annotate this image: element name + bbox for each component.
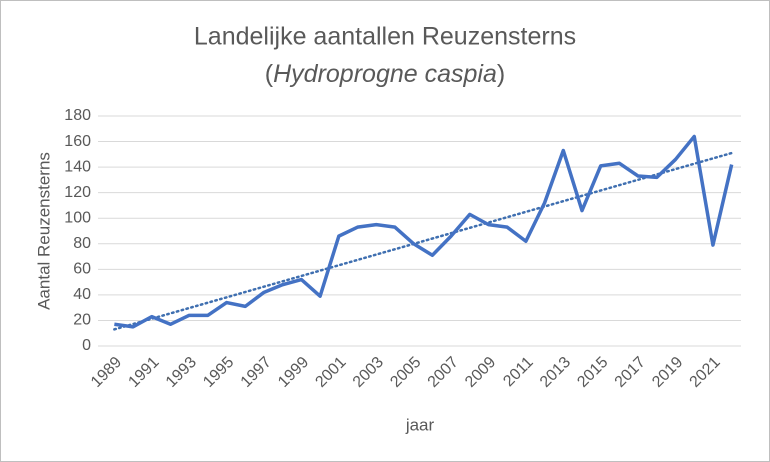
chart-title: Landelijke aantallen Reuzensterns	[194, 23, 576, 51]
y-tick-label: 100	[64, 209, 91, 226]
subtitle-part: (	[265, 60, 274, 88]
y-tick-label: 180	[64, 107, 91, 124]
y-tick-label: 40	[73, 286, 91, 303]
subtitle-part: Hydroprogne caspia	[273, 60, 497, 88]
y-tick-label: 120	[64, 184, 91, 201]
x-axis-title: jaar	[405, 415, 435, 434]
chart-subtitle: (Hydroprogne caspia)	[265, 60, 505, 88]
y-tick-label: 80	[73, 235, 91, 252]
y-tick-label: 140	[64, 158, 91, 175]
trendline	[113, 151, 733, 331]
y-tick-label: 160	[64, 133, 91, 150]
data-line	[114, 134, 734, 329]
y-tick-label: 60	[73, 261, 91, 278]
subtitle-part: )	[497, 60, 505, 88]
y-tick-label: 0	[82, 337, 91, 354]
y-axis-title: Aantal Reuzensterns	[34, 152, 53, 310]
y-tick-label: 20	[73, 312, 91, 329]
